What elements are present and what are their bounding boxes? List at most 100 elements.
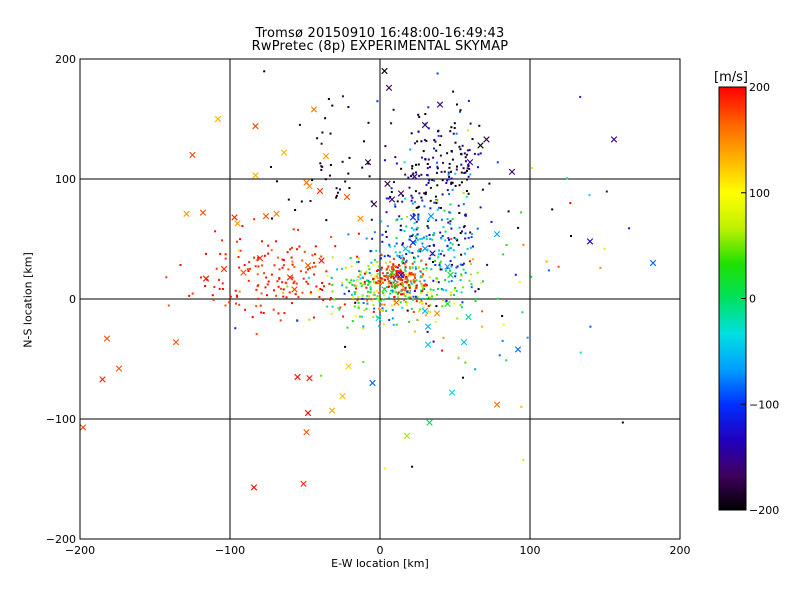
data-point [343, 292, 346, 295]
data-point [424, 283, 427, 286]
data-point [401, 254, 404, 257]
data-point-cross [409, 239, 417, 246]
data-point [436, 208, 439, 211]
data-point [380, 279, 383, 282]
data-point [380, 303, 383, 306]
data-point [428, 179, 431, 182]
data-point [379, 278, 382, 281]
data-point [398, 256, 401, 258]
data-point [462, 226, 465, 229]
data-point [377, 265, 380, 268]
data-point [214, 230, 217, 233]
data-point [408, 266, 411, 269]
data-point [305, 271, 307, 274]
data-point [265, 276, 268, 279]
data-point [302, 277, 305, 280]
data-point [238, 303, 241, 306]
data-point [321, 288, 324, 291]
data-point [464, 156, 467, 159]
data-point [452, 249, 455, 252]
data-point-cross [240, 269, 247, 276]
data-point [460, 171, 463, 174]
colorbar-tick-label: −200 [749, 504, 779, 517]
data-point [466, 167, 469, 170]
data-point [236, 240, 238, 243]
data-point [409, 267, 412, 270]
data-point [478, 124, 481, 127]
data-point-cross [294, 373, 301, 381]
data-point [167, 304, 170, 307]
data-point [329, 132, 332, 135]
data-point [419, 248, 422, 250]
data-point [335, 187, 338, 190]
data-point [394, 251, 397, 254]
data-point [263, 254, 266, 257]
x-tick-label: 0 [377, 544, 384, 557]
data-point [396, 293, 399, 296]
data-point [270, 273, 273, 276]
data-point [420, 196, 423, 199]
data-point [458, 212, 461, 214]
data-point [365, 279, 368, 282]
data-point [410, 175, 413, 178]
data-point [358, 270, 361, 273]
data-point [398, 251, 401, 254]
data-point [361, 315, 363, 318]
data-point [362, 360, 365, 363]
data-point [408, 238, 411, 241]
data-point-cross [426, 419, 433, 426]
data-point [354, 301, 357, 304]
data-point [414, 279, 417, 282]
data-point [422, 287, 425, 290]
data-point [425, 284, 428, 287]
y-tick-label: 200 [55, 53, 76, 66]
data-point [282, 295, 285, 298]
data-point [433, 201, 436, 204]
data-point [372, 316, 375, 319]
data-point [357, 295, 360, 298]
data-point [328, 282, 331, 285]
data-point-cross [508, 168, 516, 175]
data-point-cross [421, 245, 429, 252]
data-point [477, 288, 480, 291]
data-point [455, 266, 458, 269]
data-point [293, 280, 296, 283]
data-point [316, 137, 319, 140]
data-point [432, 279, 435, 282]
data-point [260, 311, 263, 314]
data-point [452, 132, 455, 135]
x-tick-label: 100 [520, 544, 541, 557]
data-point [433, 244, 435, 247]
data-point [418, 174, 421, 177]
data-point [502, 323, 505, 326]
data-point [421, 285, 424, 288]
data-point [473, 152, 476, 155]
data-point [409, 148, 412, 151]
data-point [234, 289, 237, 292]
data-point [314, 253, 317, 256]
data-point [460, 274, 463, 277]
data-point [395, 237, 398, 239]
data-point [394, 156, 397, 159]
data-point [440, 135, 443, 138]
data-point [330, 312, 333, 315]
data-point [454, 272, 457, 275]
data-point [286, 251, 289, 254]
data-point [386, 272, 389, 274]
data-point [350, 279, 353, 282]
data-point-cross [252, 123, 259, 130]
data-point [405, 253, 408, 255]
data-point [390, 191, 393, 193]
data-point [432, 340, 435, 343]
data-point [389, 260, 392, 263]
data-point [407, 283, 410, 286]
data-point [403, 299, 405, 302]
data-point [451, 188, 454, 191]
data-point [355, 287, 357, 290]
data-point [350, 265, 353, 268]
data-point [333, 298, 336, 301]
data-point [359, 282, 362, 285]
data-point [348, 187, 351, 189]
data-point [375, 249, 378, 252]
data-point [392, 268, 395, 271]
